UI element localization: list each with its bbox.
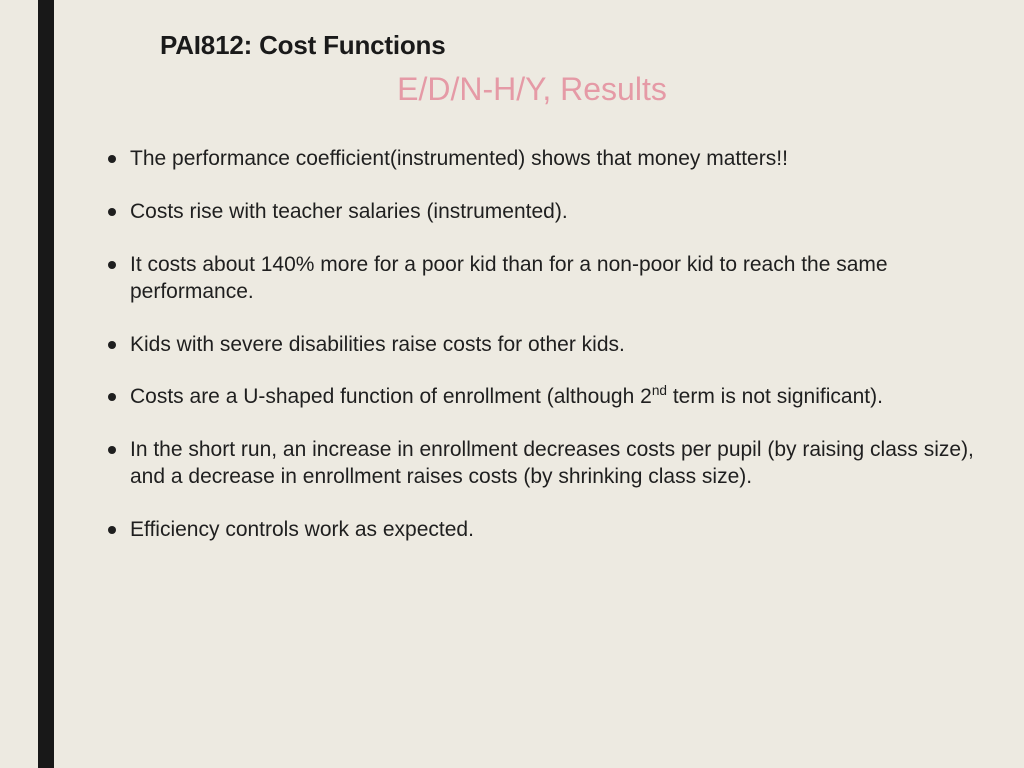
bullet-text-post: term is not significant).	[667, 385, 883, 408]
left-accent-bar	[38, 0, 54, 768]
course-header: PAI812: Cost Functions	[160, 30, 984, 61]
bullet-item: The performance coefficient(instrumented…	[108, 146, 984, 173]
bullet-item: Costs rise with teacher salaries (instru…	[108, 199, 984, 226]
bullet-item: It costs about 140% more for a poor kid …	[108, 252, 984, 306]
bullet-item: Kids with severe disabilities raise cost…	[108, 332, 984, 359]
bullet-item: Costs are a U-shaped function of enrollm…	[108, 384, 984, 411]
bullet-list: The performance coefficient(instrumented…	[80, 146, 984, 544]
slide-title: E/D/N-H/Y, Results	[80, 71, 984, 108]
superscript: nd	[652, 383, 667, 398]
bullet-item: In the short run, an increase in enrollm…	[108, 437, 984, 491]
bullet-item: Efficiency controls work as expected.	[108, 517, 984, 544]
slide-content: PAI812: Cost Functions E/D/N-H/Y, Result…	[80, 0, 984, 768]
bullet-text-pre: Costs are a U-shaped function of enrollm…	[130, 385, 652, 408]
